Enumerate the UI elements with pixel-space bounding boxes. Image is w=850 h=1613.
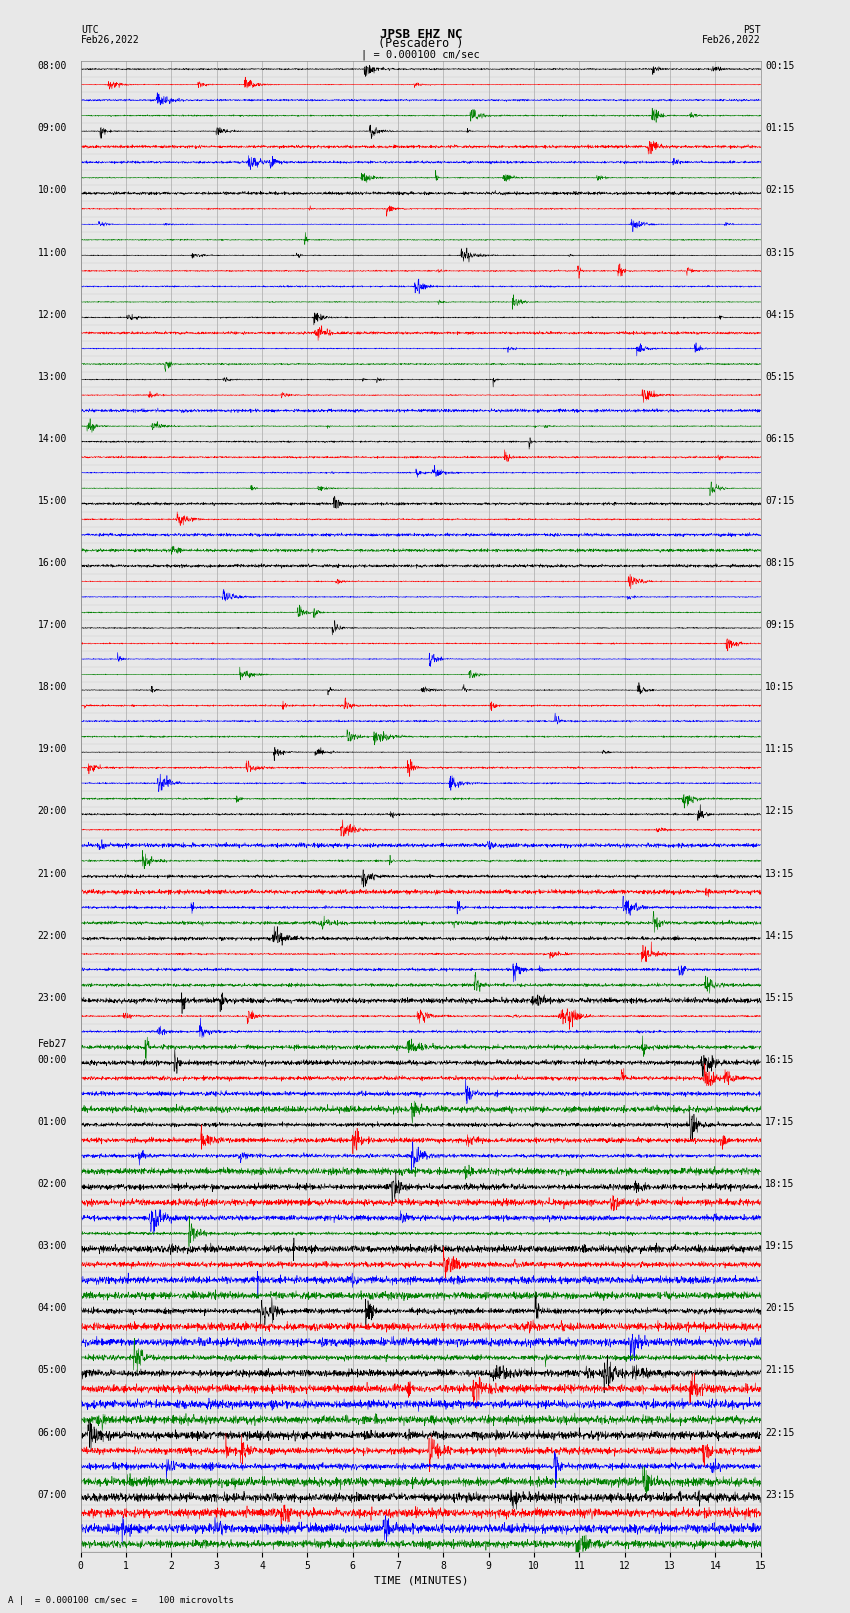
Text: 06:00: 06:00 (37, 1428, 67, 1437)
Text: 06:15: 06:15 (765, 434, 795, 444)
Text: 17:15: 17:15 (765, 1118, 795, 1127)
Text: 21:15: 21:15 (765, 1365, 795, 1376)
Text: 05:15: 05:15 (765, 373, 795, 382)
Text: 18:00: 18:00 (37, 682, 67, 692)
Text: 14:00: 14:00 (37, 434, 67, 444)
Text: UTC: UTC (81, 26, 99, 35)
Text: Feb26,2022: Feb26,2022 (702, 35, 761, 45)
Text: 00:15: 00:15 (765, 61, 795, 71)
Text: 23:15: 23:15 (765, 1490, 795, 1500)
Text: 04:15: 04:15 (765, 310, 795, 319)
Text: 11:15: 11:15 (765, 745, 795, 755)
Text: A |  = 0.000100 cm/sec =    100 microvolts: A | = 0.000100 cm/sec = 100 microvolts (8, 1595, 235, 1605)
Text: 16:15: 16:15 (765, 1055, 795, 1065)
Text: 10:15: 10:15 (765, 682, 795, 692)
X-axis label: TIME (MINUTES): TIME (MINUTES) (373, 1576, 468, 1586)
Text: 20:15: 20:15 (765, 1303, 795, 1313)
Text: 02:00: 02:00 (37, 1179, 67, 1189)
Text: 10:00: 10:00 (37, 185, 67, 195)
Text: JPSB EHZ NC: JPSB EHZ NC (379, 27, 462, 40)
Text: 13:00: 13:00 (37, 373, 67, 382)
Text: 13:15: 13:15 (765, 868, 795, 879)
Text: 08:15: 08:15 (765, 558, 795, 568)
Text: 17:00: 17:00 (37, 621, 67, 631)
Text: 07:15: 07:15 (765, 497, 795, 506)
Text: 12:00: 12:00 (37, 310, 67, 319)
Text: 18:15: 18:15 (765, 1179, 795, 1189)
Text: 00:00: 00:00 (37, 1055, 67, 1065)
Text: Feb26,2022: Feb26,2022 (81, 35, 139, 45)
Text: 15:00: 15:00 (37, 497, 67, 506)
Text: 07:00: 07:00 (37, 1490, 67, 1500)
Text: (Pescadero ): (Pescadero ) (378, 37, 463, 50)
Text: 14:15: 14:15 (765, 931, 795, 940)
Text: 22:15: 22:15 (765, 1428, 795, 1437)
Text: 11:00: 11:00 (37, 248, 67, 258)
Text: 03:00: 03:00 (37, 1242, 67, 1252)
Text: 04:00: 04:00 (37, 1303, 67, 1313)
Text: 15:15: 15:15 (765, 994, 795, 1003)
Text: 16:00: 16:00 (37, 558, 67, 568)
Text: 09:00: 09:00 (37, 124, 67, 134)
Text: PST: PST (743, 26, 761, 35)
Text: 01:15: 01:15 (765, 124, 795, 134)
Text: 20:00: 20:00 (37, 806, 67, 816)
Text: | = 0.000100 cm/sec: | = 0.000100 cm/sec (361, 48, 480, 60)
Text: 19:00: 19:00 (37, 745, 67, 755)
Text: 19:15: 19:15 (765, 1242, 795, 1252)
Text: Feb27: Feb27 (37, 1039, 67, 1050)
Text: 12:15: 12:15 (765, 806, 795, 816)
Text: 02:15: 02:15 (765, 185, 795, 195)
Text: 05:00: 05:00 (37, 1365, 67, 1376)
Text: 01:00: 01:00 (37, 1118, 67, 1127)
Text: 09:15: 09:15 (765, 621, 795, 631)
Text: 03:15: 03:15 (765, 248, 795, 258)
Text: 21:00: 21:00 (37, 868, 67, 879)
Text: 22:00: 22:00 (37, 931, 67, 940)
Text: 23:00: 23:00 (37, 994, 67, 1003)
Text: 08:00: 08:00 (37, 61, 67, 71)
